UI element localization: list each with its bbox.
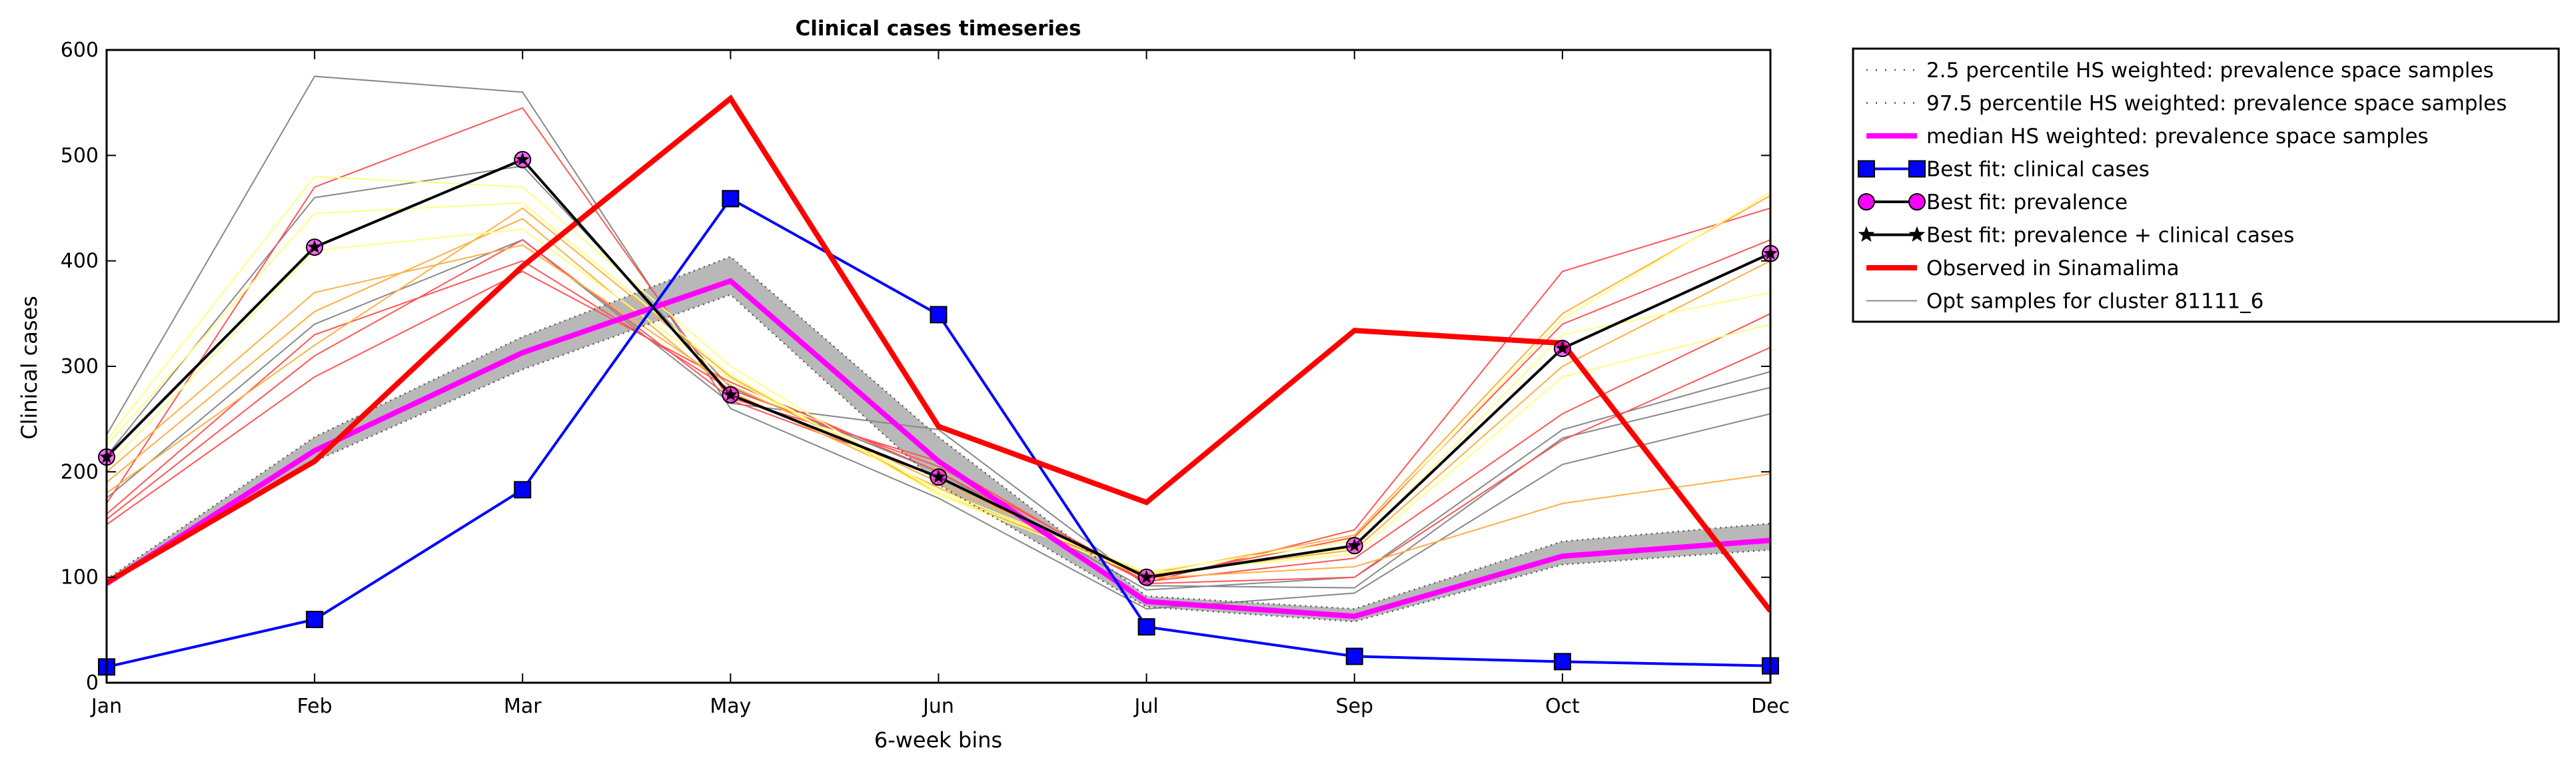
- percentile-97-5-line: [107, 255, 1770, 610]
- sample-line-12: [107, 202, 1770, 578]
- y-tick-label-500: 500: [61, 144, 99, 167]
- legend-label: 2.5 percentile HS weighted: prevalence s…: [1926, 59, 2494, 83]
- clinical-point-oct: [1553, 653, 1571, 671]
- legend-entry-7: Observed in Sinamalima: [1866, 256, 2180, 280]
- legend-label: Observed in Sinamalima: [1926, 256, 2180, 280]
- sample-line-13: [107, 228, 1770, 574]
- clinical-point-feb: [306, 611, 324, 628]
- y-tick-label-300: 300: [61, 355, 99, 378]
- y-tick-label-100: 100: [61, 566, 99, 589]
- legend-entry-6: Best fit: prevalence + clinical cases: [1858, 224, 2294, 248]
- legend-marker-1: [1858, 160, 1875, 178]
- x-tick-label-sep: Sep: [1335, 695, 1373, 718]
- x-tick-label-dec: Dec: [1751, 695, 1790, 718]
- combined-point-jun: [932, 470, 946, 484]
- clinical-point-sep: [1345, 647, 1363, 665]
- combined-point-mar: [515, 152, 530, 166]
- legend-label: Best fit: prevalence + clinical cases: [1926, 224, 2294, 248]
- legend-marker-2: [1908, 226, 1926, 242]
- x-tick-label-jun: Jun: [922, 695, 954, 718]
- y-tick-label-200: 200: [61, 460, 99, 484]
- x-tick-label-oct: Oct: [1545, 695, 1580, 718]
- combined-point-may: [723, 387, 738, 401]
- legend-label: 97.5 percentile HS weighted: prevalence …: [1926, 92, 2507, 116]
- sample-line-9: [107, 207, 1770, 576]
- clinical-point-jun: [930, 306, 948, 324]
- legend-label: Best fit: prevalence: [1926, 191, 2128, 214]
- y-tick-label-0: 0: [86, 671, 99, 695]
- x-tick-label-jan: Jan: [90, 695, 122, 718]
- legend-label: Best fit: clinical cases: [1926, 158, 2150, 182]
- legend-entry-3: median HS weighted: prevalence space sam…: [1866, 125, 2429, 149]
- combined-point-sep: [1347, 538, 1362, 552]
- sample-line-10: [107, 218, 1770, 579]
- y-tick-label-400: 400: [61, 250, 99, 273]
- sample-line-11: [107, 175, 1770, 573]
- legend-marker-2: [1908, 193, 1926, 210]
- legend-marker-1: [1858, 193, 1875, 210]
- plot-area: [98, 75, 1779, 676]
- clinical-point-mar: [514, 481, 532, 499]
- legend-entry-8: Opt samples for cluster 81111_6: [1866, 290, 2263, 314]
- y-axis-title: Clinical cases: [17, 296, 42, 440]
- legend-label: Opt samples for cluster 81111_6: [1926, 290, 2263, 314]
- percentile-band: [107, 256, 1770, 622]
- x-tick-label-feb: Feb: [297, 695, 332, 718]
- median-line: [107, 278, 1770, 619]
- chart-title: Clinical cases timeseries: [795, 17, 1081, 41]
- y-tick-label-600: 600: [61, 39, 99, 62]
- clinical-point-may: [722, 190, 740, 208]
- legend-entry-1: 2.5 percentile HS weighted: prevalence s…: [1866, 59, 2494, 83]
- sample-line-8: [107, 194, 1770, 575]
- best-fit-prevalence-line: [107, 158, 1770, 579]
- legend-label: median HS weighted: prevalence space sam…: [1926, 125, 2429, 149]
- legend-entry-2: 97.5 percentile HS weighted: prevalence …: [1866, 92, 2507, 116]
- plot-content: [107, 75, 1770, 669]
- x-axis-title: 6-week bins: [874, 727, 1002, 753]
- legend-box: [1852, 47, 2560, 323]
- sample-line-5: [107, 239, 1770, 580]
- legend: 2.5 percentile HS weighted: prevalence s…: [1852, 47, 2560, 323]
- combined-point-oct: [1555, 341, 1570, 354]
- sample-line-3: [107, 238, 1770, 589]
- axes: 0 100 200 300 400 500 600 Jan Feb Mar May Jun Jul Sep…: [61, 39, 1790, 718]
- legend-marker-1: [1858, 226, 1875, 242]
- sample-line-1: [107, 75, 1770, 610]
- x-tick-label-may: May: [710, 695, 751, 718]
- legend-entry-4: Best fit: clinical cases: [1858, 158, 2150, 182]
- legend-entry-5: Best fit: prevalence: [1858, 191, 2128, 214]
- combined-point-jul: [1139, 570, 1154, 583]
- observed-line: [107, 94, 1770, 613]
- legend-marker-2: [1908, 160, 1926, 178]
- x-tick-label-mar: Mar: [504, 695, 542, 718]
- clinical-point-jul: [1137, 618, 1155, 636]
- combined-point-feb: [307, 240, 322, 253]
- x-tick-label-jul: Jul: [1133, 695, 1159, 718]
